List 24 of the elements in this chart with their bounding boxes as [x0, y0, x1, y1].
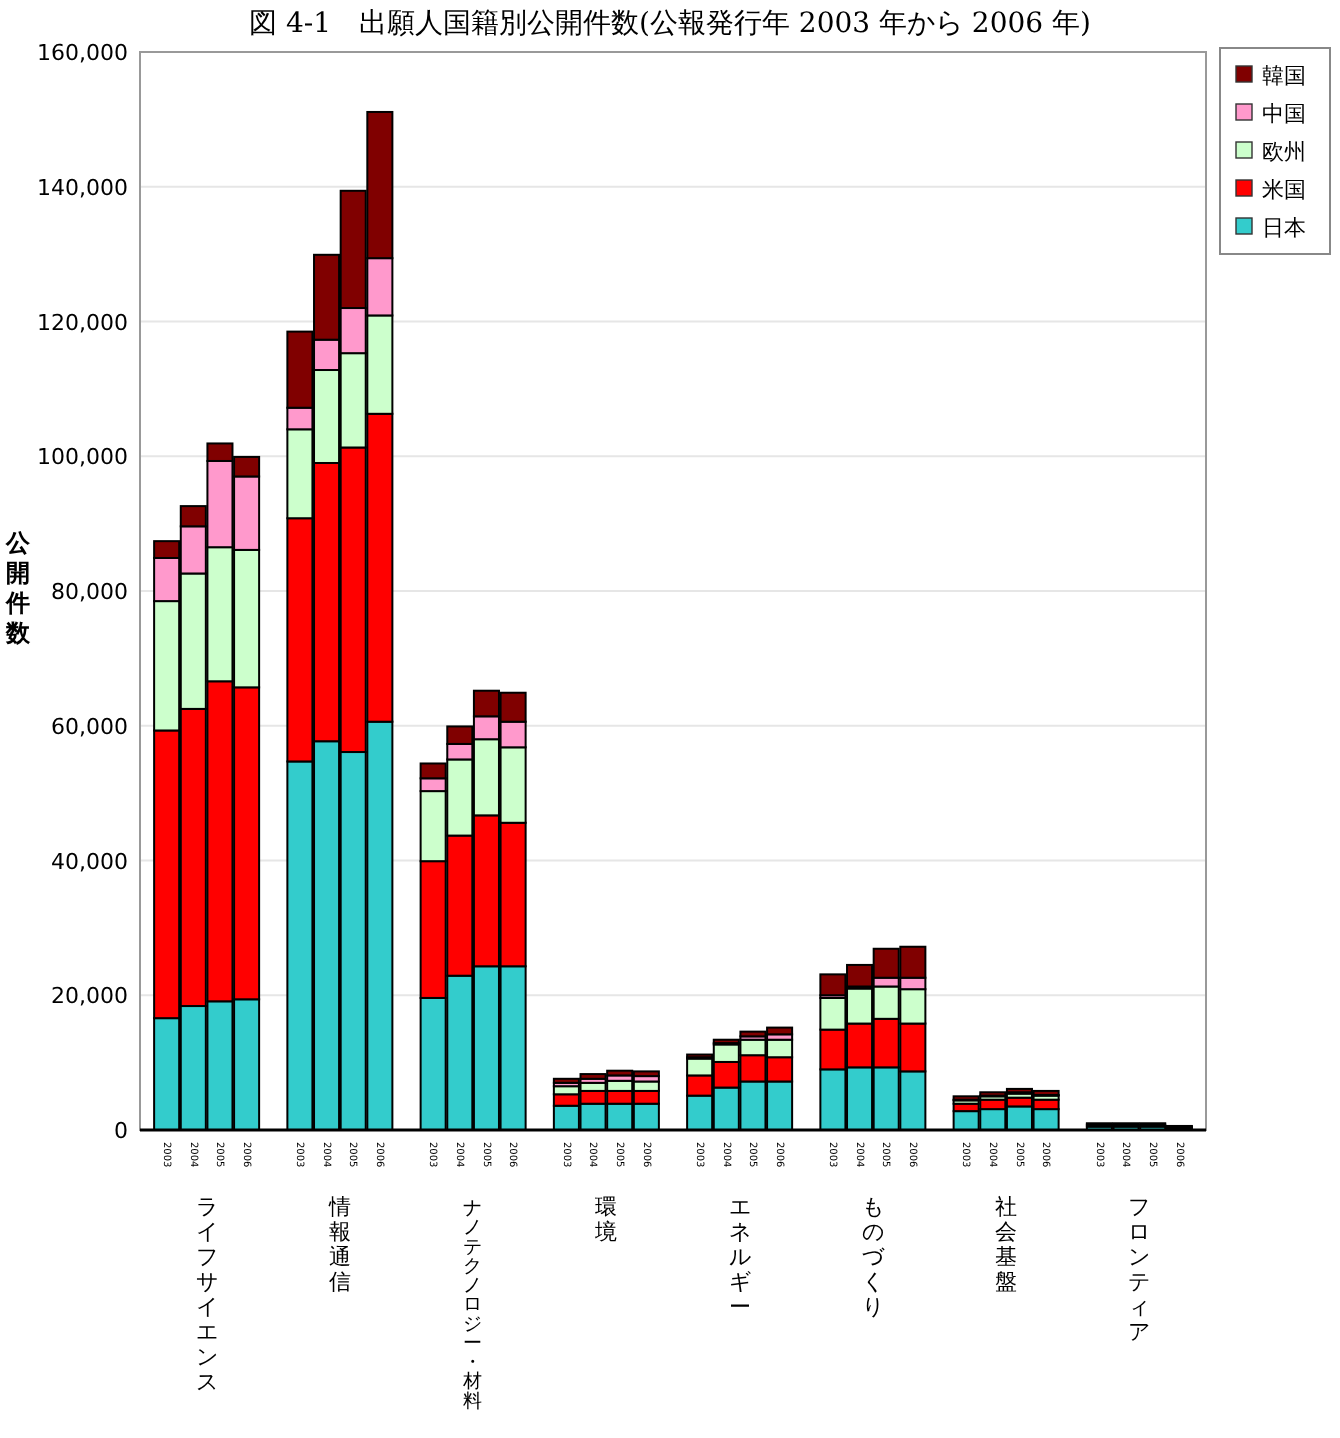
- y-tick-label: 140,000: [37, 174, 128, 201]
- text: 環境: [593, 1194, 618, 1245]
- legend-label: 日本: [1262, 215, 1306, 241]
- y-tick-label: 100,000: [37, 444, 128, 471]
- text: 社会基盤: [995, 1194, 1018, 1295]
- y-tick-label: 60,000: [51, 713, 128, 740]
- text: ものづくり: [861, 1194, 886, 1320]
- text: フロンティア: [1128, 1194, 1151, 1345]
- y-tick-label: 0: [114, 1118, 128, 1144]
- legend-label: 中国: [1262, 101, 1306, 127]
- chart-title: 図 4-1 出願人国籍別公開件数(公報発行年 2003 年から 2006 年): [249, 8, 1091, 40]
- y-tick-label: 120,000: [37, 309, 128, 336]
- text: 情報通信: [326, 1194, 351, 1295]
- legend-label: 韓国: [1262, 63, 1306, 89]
- text: ライフサイエンス: [195, 1194, 218, 1395]
- legend-label: 欧州: [1262, 139, 1306, 165]
- y-axis-title: 公開件数: [4, 529, 32, 647]
- text: エネルギー: [728, 1194, 751, 1320]
- y-tick-label: 40,000: [51, 848, 128, 875]
- y-tick-label: 80,000: [51, 579, 128, 605]
- y-tick-label: 20,000: [51, 983, 128, 1010]
- y-tick-label: 160,000: [37, 40, 128, 66]
- text: ナノテクノロジー・材料: [463, 1198, 484, 1413]
- legend-label: 米国: [1262, 177, 1306, 203]
